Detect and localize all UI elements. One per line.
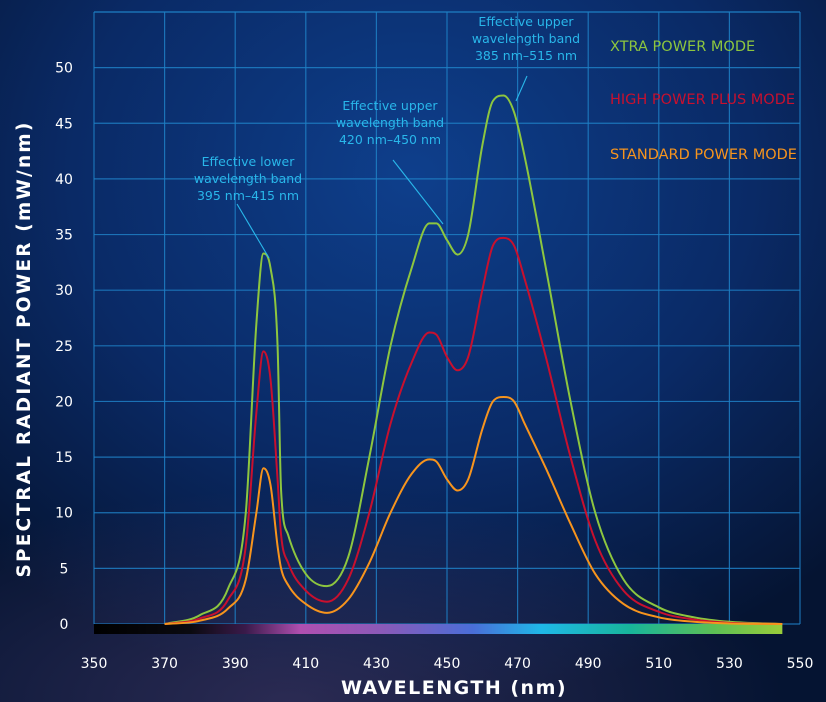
x-tick-label: 390	[222, 656, 249, 672]
y-tick-label: 25	[55, 339, 73, 355]
y-tick-label: 30	[55, 283, 73, 299]
series-line-high-power-plus	[164, 236, 783, 625]
wavelength-spectrum-bar	[94, 624, 783, 634]
y-tick-label: 10	[55, 506, 73, 522]
y-tick-label: 35	[55, 228, 73, 244]
background-glow	[0, 350, 826, 702]
legend-entry: STANDARD POWER MODE	[610, 147, 797, 163]
grid	[93, 11, 801, 625]
x-tick-label: 410	[292, 656, 319, 672]
annotation-text: wavelength band	[336, 115, 444, 130]
x-tick-label: 430	[363, 656, 390, 672]
x-tick-label: 550	[787, 656, 814, 672]
y-tick-label: 45	[55, 116, 73, 132]
series-line-xtra-power	[164, 94, 783, 625]
x-tick-labels: 350 370 390 410 430 450 470 490 510 530 550	[81, 656, 814, 672]
x-tick-label: 350	[81, 656, 108, 672]
y-tick-label: 20	[55, 394, 73, 410]
y-tick-label: 40	[55, 172, 73, 188]
annotation-text: Effective lower	[202, 154, 296, 169]
x-tick-label: 510	[645, 656, 672, 672]
annotation-leader	[236, 203, 270, 259]
y-tick-label: 15	[55, 450, 73, 466]
legend-entry: XTRA POWER MODE	[610, 39, 755, 55]
x-tick-label: 370	[151, 656, 178, 672]
x-tick-label: 530	[716, 656, 743, 672]
annotation-text: 385 nm–515 nm	[475, 48, 577, 63]
y-tick-label: 5	[60, 561, 69, 577]
y-tick-label: 50	[55, 61, 73, 77]
annotation-text: wavelength band	[194, 171, 302, 186]
annotation-text: Effective upper	[478, 14, 574, 29]
y-tick-label: 0	[60, 617, 69, 633]
series-line-standard-power	[164, 396, 783, 625]
legend-entry: HIGH POWER PLUS MODE	[610, 92, 795, 108]
annotation-text: Effective upper	[342, 98, 438, 113]
y-tick-labels: 0 5 10 15 20 25 30 35 40 45 50	[55, 61, 73, 633]
annotation-text: wavelength band	[472, 31, 580, 46]
annotation-leader	[392, 159, 444, 225]
legend: XTRA POWER MODE HIGH POWER PLUS MODE STAND…	[610, 39, 797, 163]
series-layer	[164, 94, 783, 625]
annotation-text: 420 nm–450 nm	[339, 132, 441, 147]
annotation-leader	[515, 75, 528, 102]
x-tick-label: 470	[504, 656, 531, 672]
y-axis-title: SPECTRAL RADIANT POWER (mW/nm)	[14, 121, 35, 578]
annotations: Effective lower wavelength band 395 nm–415…	[194, 14, 580, 259]
x-tick-label: 450	[434, 656, 461, 672]
x-tick-label: 490	[575, 656, 602, 672]
x-axis-title: WAVELENGTH (nm)	[341, 677, 567, 699]
annotation-text: 395 nm–415 nm	[197, 188, 299, 203]
